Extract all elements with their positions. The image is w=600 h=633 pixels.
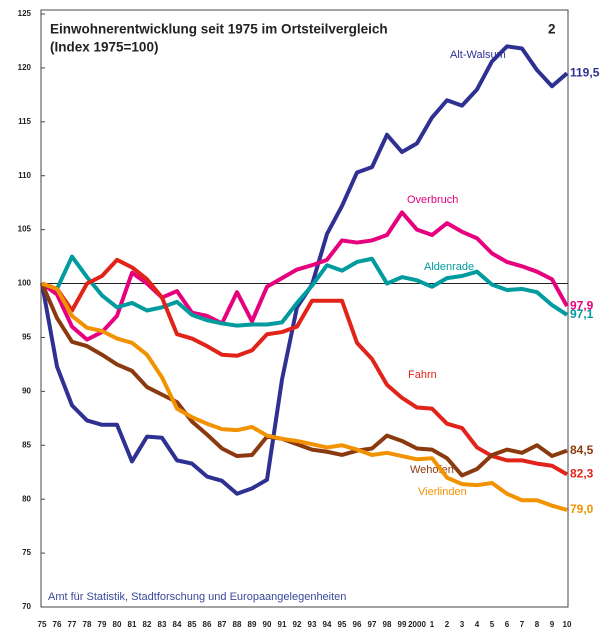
series-label: Vierlinden bbox=[418, 486, 467, 498]
y-tick-label: 95 bbox=[22, 333, 31, 342]
x-tick-label: 10 bbox=[563, 620, 572, 629]
series-line bbox=[40, 282, 568, 478]
end-label: 119,5 bbox=[570, 65, 600, 79]
x-tick-label: 8 bbox=[535, 620, 540, 629]
end-label: 84,5 bbox=[570, 443, 594, 457]
end-label: 82,3 bbox=[570, 467, 594, 481]
series-label: Fahrn bbox=[408, 369, 437, 381]
x-tick-label: 5 bbox=[490, 620, 495, 629]
x-tick-label: 89 bbox=[248, 620, 257, 629]
x-tick-label: 7 bbox=[520, 620, 525, 629]
series-line bbox=[40, 210, 569, 342]
x-tick-label: 75 bbox=[38, 620, 47, 629]
x-tick-label: 84 bbox=[173, 620, 182, 629]
x-tick-label: 92 bbox=[293, 620, 302, 629]
y-tick-label: 125 bbox=[18, 9, 32, 18]
x-tick-label: 1 bbox=[430, 620, 435, 629]
y-tick-label: 70 bbox=[22, 602, 31, 611]
x-tick-label: 87 bbox=[218, 620, 227, 629]
series-label: Alt-Walsum bbox=[450, 49, 506, 61]
x-tick-label: 76 bbox=[53, 620, 62, 629]
x-tick-label: 94 bbox=[323, 620, 332, 629]
x-tick-label: 80 bbox=[113, 620, 122, 629]
x-tick-label: 91 bbox=[278, 620, 287, 629]
series-line bbox=[41, 257, 568, 477]
x-tick-label: 88 bbox=[233, 620, 242, 629]
y-tick-label: 120 bbox=[18, 63, 32, 72]
y-tick-label: 110 bbox=[18, 171, 31, 180]
x-tick-label: 6 bbox=[505, 620, 510, 629]
plot-frame bbox=[40, 9, 569, 608]
x-tick-label: 4 bbox=[475, 620, 480, 629]
series-label: Aldenrade bbox=[424, 261, 474, 273]
x-tick-label: 98 bbox=[383, 620, 392, 629]
x-tick-label: 83 bbox=[158, 620, 167, 629]
x-tick-label: 99 bbox=[398, 620, 407, 629]
series-label: Wehofen bbox=[410, 464, 454, 476]
x-tick-label: 3 bbox=[460, 620, 465, 629]
series-line bbox=[41, 254, 569, 328]
x-tick-label: 9 bbox=[550, 620, 555, 629]
end-label: 97,9 bbox=[570, 298, 594, 312]
x-tick-label: 2 bbox=[445, 620, 450, 629]
y-tick-label: 90 bbox=[22, 386, 31, 395]
x-tick-label: 96 bbox=[353, 620, 362, 629]
x-tick-label: 2000 bbox=[408, 620, 426, 629]
y-tick-label: 100 bbox=[18, 279, 32, 288]
y-tick-label: 105 bbox=[18, 225, 32, 234]
end-label: 97,1 bbox=[570, 307, 594, 321]
footer: Amt für Statistik, Stadtforschung und Eu… bbox=[48, 591, 346, 603]
x-tick-label: 78 bbox=[83, 620, 92, 629]
end-label: 79,0 bbox=[570, 502, 594, 516]
x-tick-label: 97 bbox=[368, 620, 377, 629]
x-tick-label: 90 bbox=[263, 620, 272, 629]
y-tick-label: 80 bbox=[22, 494, 31, 503]
x-tick-label: 85 bbox=[188, 620, 197, 629]
x-tick-label: 93 bbox=[308, 620, 317, 629]
x-tick-label: 81 bbox=[128, 620, 137, 629]
x-tick-label: 77 bbox=[68, 620, 77, 629]
x-tick-label: 79 bbox=[98, 620, 107, 629]
y-tick-label: 85 bbox=[22, 440, 31, 449]
x-tick-label: 86 bbox=[203, 620, 212, 629]
y-tick-label: 75 bbox=[22, 548, 31, 557]
x-tick-label: 82 bbox=[143, 620, 152, 629]
y-tick-label: 115 bbox=[18, 117, 31, 126]
series-line bbox=[41, 281, 568, 512]
x-tick-label: 95 bbox=[338, 620, 347, 629]
chart-title: Einwohnerentwicklung seit 1975 im Ortste… bbox=[50, 22, 388, 37]
series-label: Overbruch bbox=[407, 194, 458, 206]
page-number: 2 bbox=[548, 22, 556, 37]
series-line bbox=[40, 44, 569, 496]
chart-subtitle: (Index 1975=100) bbox=[50, 40, 158, 55]
